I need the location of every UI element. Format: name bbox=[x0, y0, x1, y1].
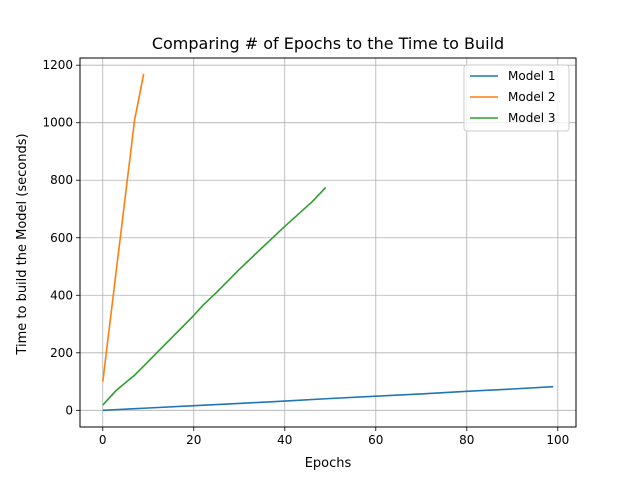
x-tick-label: 80 bbox=[459, 433, 474, 447]
legend-label: Model 2 bbox=[508, 90, 555, 104]
x-tick-label: 0 bbox=[99, 433, 107, 447]
y-tick-label: 1200 bbox=[42, 58, 73, 72]
chart-title: Comparing # of Epochs to the Time to Bui… bbox=[152, 34, 504, 53]
x-tick-label: 20 bbox=[186, 433, 201, 447]
x-tick-label: 100 bbox=[546, 433, 569, 447]
y-tick-label: 400 bbox=[50, 288, 73, 302]
legend-label: Model 1 bbox=[508, 69, 555, 83]
y-tick-label: 600 bbox=[50, 231, 73, 245]
x-tick-label: 40 bbox=[277, 433, 292, 447]
y-tick-label: 1000 bbox=[42, 116, 73, 130]
y-tick-label: 0 bbox=[65, 403, 73, 417]
y-axis-label: Time to build the Model (seconds) bbox=[15, 133, 30, 355]
legend: Model 1 Model 2 Model 3 bbox=[463, 64, 570, 132]
x-tick-label: 60 bbox=[368, 433, 383, 447]
series-line-model-2 bbox=[102, 73, 145, 382]
x-axis-label: Epochs bbox=[305, 456, 352, 471]
plot-frame bbox=[79, 57, 577, 428]
series-line-model-3 bbox=[102, 186, 327, 406]
legend-label: Model 3 bbox=[508, 111, 555, 125]
series-line-model-1 bbox=[102, 385, 554, 412]
legend-box bbox=[463, 64, 570, 132]
series-lines bbox=[102, 73, 554, 412]
y-tick-label: 200 bbox=[50, 346, 73, 360]
y-tick-label: 800 bbox=[50, 173, 73, 187]
